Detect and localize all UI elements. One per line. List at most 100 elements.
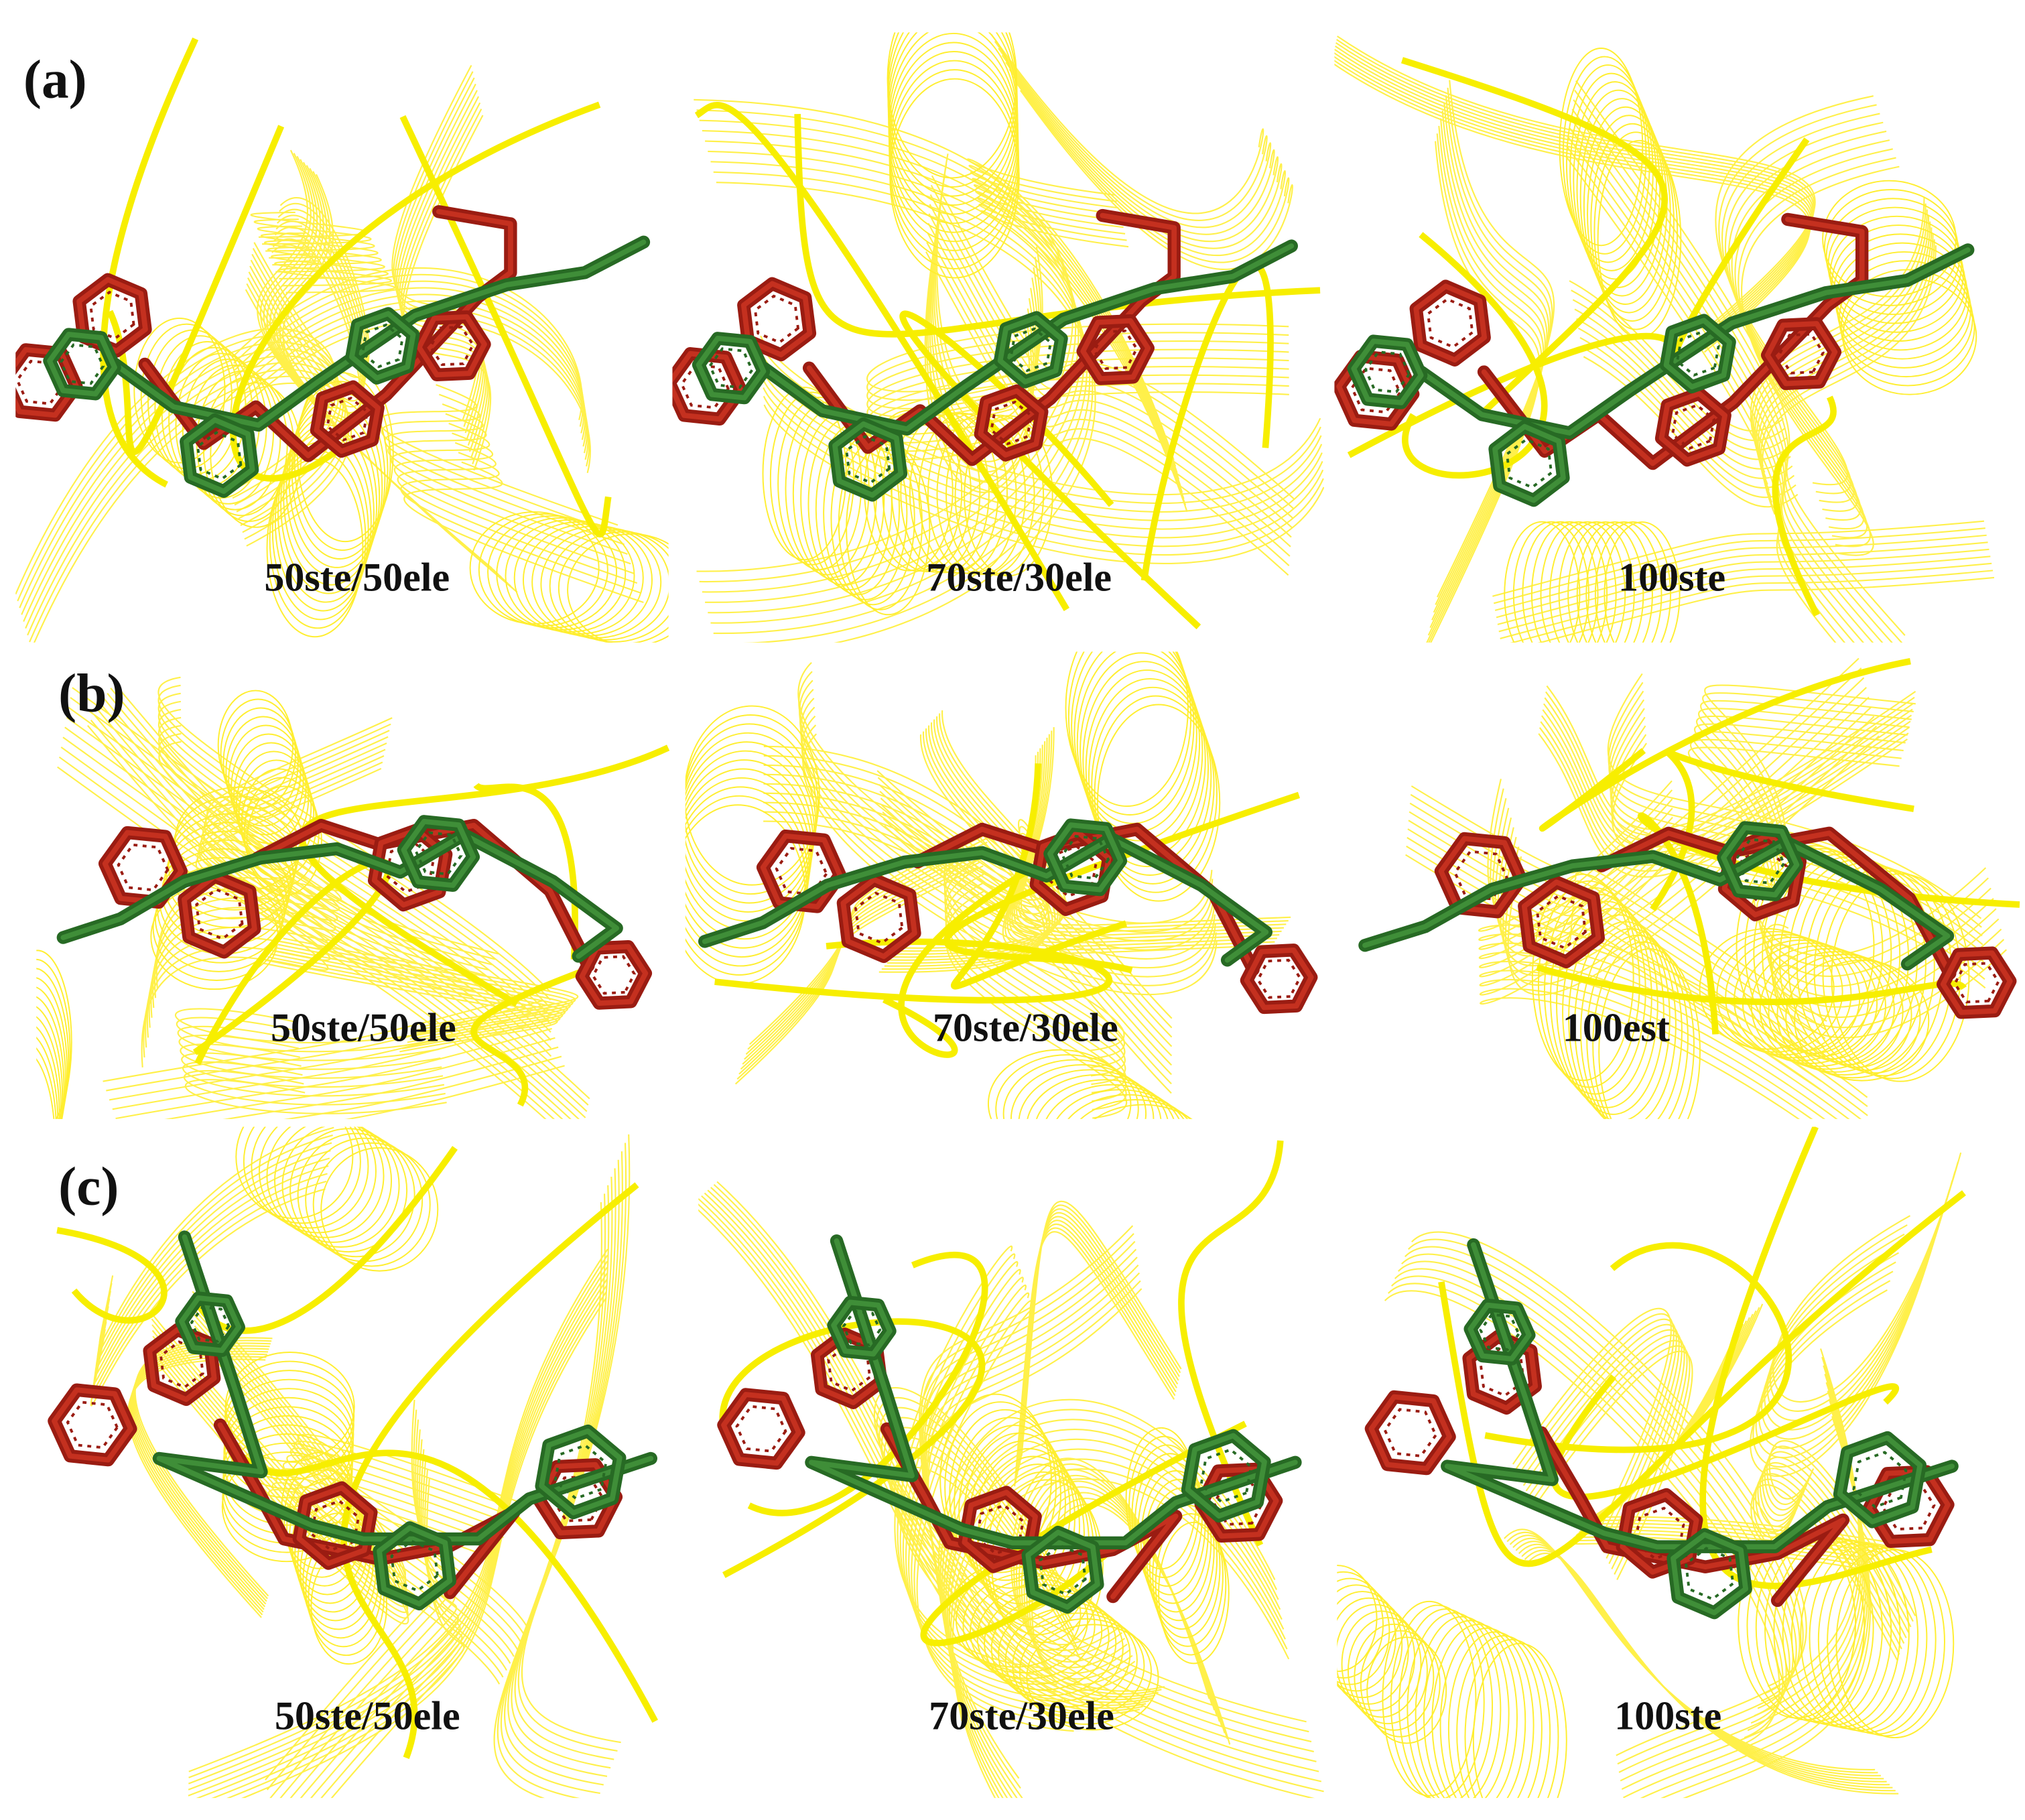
helix-loop: [297, 1132, 415, 1258]
helix-loop: [995, 1054, 1139, 1119]
aromatic-dashes: [310, 1499, 361, 1552]
molecule-ring-highlight: [416, 314, 487, 378]
panel-caption: 50ste/50ele: [264, 554, 450, 599]
ribbon-strand: [1698, 708, 1910, 864]
helix-loop: [1593, 131, 1679, 330]
aromatic-dashes: [1671, 403, 1715, 450]
helix-loop: [1512, 521, 1589, 643]
helix-loop: [1580, 927, 1683, 1119]
ribbon-strand: [990, 34, 1264, 214]
ribbon-strand: [196, 1279, 608, 1799]
molecule-ring-highlight: [1658, 391, 1727, 463]
helix-loop: [478, 513, 608, 627]
ribbon-strand: [184, 1079, 447, 1114]
helix-loop: [1337, 1604, 1416, 1711]
molecule-ring-highlight: [349, 311, 416, 381]
ribbon-strand: [181, 1052, 444, 1088]
ribbon-strand: [905, 1277, 1063, 1701]
helix-loop: [1817, 1545, 1937, 1735]
ribbon-strand: [1390, 1275, 1787, 1732]
helix-loop: [1382, 1600, 1477, 1797]
ribbon-strand: [1012, 76, 1286, 257]
ribbon-strand: [1573, 99, 1893, 643]
helix-loop: [685, 741, 815, 922]
ribbon: [230, 101, 601, 482]
ribbon-strand: [158, 708, 551, 1025]
ribbon-strand: [1008, 744, 1280, 944]
molecule-ring-highlight: [672, 350, 744, 422]
ribbon-strand: [710, 1187, 1159, 1698]
ribbon-strand: [1772, 1152, 1962, 1403]
helix-loop: [1447, 1631, 1543, 1799]
molecule-ring-highlight: [47, 332, 117, 397]
molecule-ring-highlight: [740, 281, 813, 358]
helix-loop: [1759, 948, 1895, 1070]
molecule-ring-highlight: [182, 873, 257, 955]
ribbon-strand: [1533, 1350, 1693, 1580]
molecule-ring-highlight: [696, 335, 767, 401]
ribbon-strand: [232, 267, 583, 420]
ribbon-strand: [27, 369, 348, 636]
helix-loop: [1076, 651, 1201, 842]
ribbon-strand: [1570, 118, 1874, 643]
helix-loop: [1439, 1627, 1534, 1799]
helix-loop: [1794, 959, 1930, 1082]
helix-loop: [1568, 914, 1671, 1119]
ribbon: [299, 744, 670, 1007]
ribbon: [1539, 658, 1911, 832]
ribbon-strand: [761, 370, 1323, 530]
ribbon-strand: [763, 387, 1324, 547]
docking-panel: [36, 1126, 675, 1799]
molecule-ring-highlight: [1940, 950, 2013, 1015]
ribbon-strand: [707, 1189, 1156, 1701]
aromatic-dashes: [842, 1309, 882, 1347]
row-label: (c): [58, 1156, 119, 1217]
helix-loop: [1604, 521, 1681, 643]
ribbon-strand: [944, 856, 1126, 1077]
molecule-bond-highlight: [702, 836, 1269, 963]
molecule-ring-highlight: [179, 1295, 242, 1354]
ribbon-strand: [976, 197, 1185, 499]
ribbon-strand: [1537, 576, 1995, 643]
helix-loop: [166, 822, 294, 929]
molecule-bond-highlight: [884, 1426, 1179, 1600]
helix-loop: [685, 723, 818, 904]
helix-loop: [36, 1006, 64, 1119]
helix-loop: [36, 950, 72, 1119]
helix-loop: [266, 458, 364, 638]
ribbon-strand: [1431, 103, 1550, 621]
aromatic-dashes: [1479, 1313, 1520, 1351]
helix-loop: [1018, 1069, 1162, 1119]
ribbon-strand: [1334, 52, 1813, 343]
ribbon-strand: [1479, 835, 1825, 1119]
helix-loop: [274, 1126, 393, 1243]
ribbon-strand: [998, 48, 1272, 229]
ribbon: [1699, 1126, 1933, 1589]
ribbon-strand: [387, 413, 628, 555]
ribbon-strand: [945, 882, 1127, 1102]
molecule-ring-highlight: [1080, 318, 1151, 381]
helix-loop: [496, 517, 627, 631]
aromatic-dashes: [1427, 298, 1474, 349]
molecule-bond-highlight: [112, 239, 647, 428]
helix-loop: [1398, 1608, 1494, 1799]
ribbon-strand: [241, 320, 591, 473]
ribbon-strand: [1408, 1238, 1804, 1695]
aromatic-dashes: [1852, 1451, 1908, 1508]
ribbon-strand: [241, 1297, 607, 1799]
helix-loop: [1562, 56, 1647, 255]
ribbon-strand: [916, 1307, 1074, 1732]
helix-loop: [1768, 951, 1904, 1073]
helix-loop: [1091, 686, 1215, 885]
ribbon-strand: [908, 1285, 1066, 1709]
ribbon-strand: [403, 461, 644, 604]
ribbon: [1772, 395, 1837, 617]
helix-loop: [1067, 651, 1192, 816]
molecule-ring-highlight: [1413, 283, 1488, 363]
ribbon: [100, 38, 199, 488]
aromatic-dashes: [195, 888, 244, 941]
helix-loop: [558, 531, 669, 643]
ribbon-strand: [96, 709, 482, 982]
helix-loop: [964, 415, 1053, 577]
aromatic-dashes: [190, 1305, 231, 1343]
